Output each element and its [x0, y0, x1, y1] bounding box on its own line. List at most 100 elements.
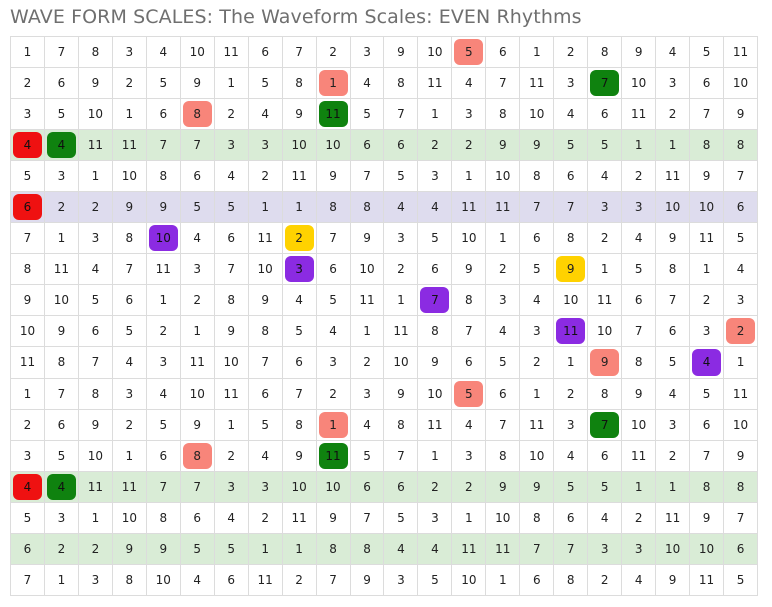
grid-cell: 9 [655, 563, 691, 597]
grid-cell: 2 [485, 253, 521, 286]
grid-row: 4 4 11 11 7 7 3 3 10 10 6 6 2 2 9 9 5 5 1 1 8 8 [10, 129, 758, 162]
grid-cell: 10 [621, 67, 657, 100]
grid-cell: 5 [179, 532, 215, 565]
grid-cell: 1 [281, 191, 317, 224]
grid-cell: 3 [145, 346, 181, 379]
grid-cell: 4 [247, 98, 283, 131]
grid-cell: 1 [213, 408, 249, 441]
grid-cell: 8 [349, 191, 385, 224]
grid-cell: 10 [213, 346, 249, 379]
grid-cell: 10 [519, 98, 555, 131]
grid-cell: 7 [621, 315, 657, 348]
grid-cell: 6 [43, 67, 79, 100]
grid-cell: 6 [315, 253, 351, 286]
grid-cell: 1 [77, 501, 113, 534]
grid-cell: 8 [77, 377, 113, 410]
grid-cell: 2 [111, 408, 147, 441]
grid-cell: 6 [247, 35, 283, 69]
grid-cell: 10 [247, 253, 283, 286]
grid-cell: 11 [689, 563, 725, 597]
grid-cell: 4 [145, 35, 181, 69]
grid-cell: 4 [179, 222, 215, 255]
grid-row: 6 2 2 9 9 5 5 1 1 8 8 4 4 11 11 7 7 3 3 10 10 6 [10, 191, 758, 224]
highlight-chip-salmon: 1 [318, 411, 348, 438]
grid-cell: 4 [587, 501, 623, 534]
grid-cell: 7 [689, 98, 725, 131]
grid-cell: 8 [655, 253, 691, 286]
grid-cell: 11 [43, 253, 79, 286]
grid-cell: 7 [77, 346, 113, 379]
grid-cell: 11 [383, 315, 419, 348]
grid-cell: 4 [553, 439, 589, 472]
grid-cell: 10 [43, 284, 79, 317]
grid-cell: 10 [111, 501, 147, 534]
grid-cell: 8 [689, 470, 725, 503]
grid-cell: 5 [43, 98, 79, 131]
grid-cell: 3 [349, 35, 385, 69]
grid-cell: 9 [315, 160, 351, 193]
grid-cell: 8 [553, 222, 589, 255]
grid-cell: 2 [621, 501, 657, 534]
grid-cell: 10 [553, 284, 589, 317]
grid-cell: 10 [281, 470, 317, 503]
grid-cell: 7 [315, 563, 351, 597]
grid-cell: 1 [587, 253, 623, 286]
grid-cell: 2 [383, 253, 419, 286]
grid-cell: 4 [383, 532, 419, 565]
grid-cell: 9 [417, 346, 453, 379]
grid-cell: 1 [621, 129, 657, 162]
grid-cell: 11 [111, 470, 147, 503]
grid-cell: 4 [587, 160, 623, 193]
grid-cell: 2 [247, 160, 283, 193]
grid-cell: 5 [553, 129, 589, 162]
grid-cell: 9 [111, 532, 147, 565]
grid-cell: 1 [689, 253, 725, 286]
grid-cell: 10 [77, 98, 113, 131]
grid-cell: 7 [383, 439, 419, 472]
grid-cell: 11 [213, 35, 249, 69]
highlight-chip-green: 7 [590, 411, 620, 438]
highlight-chip-purple: 4 [692, 349, 722, 376]
grid-cell: 2 [553, 377, 589, 410]
grid-cell: 11 [111, 129, 147, 162]
grid-cell: 10 [723, 408, 758, 441]
grid-cell: 1 [519, 35, 555, 69]
grid-cell: 10 [145, 563, 181, 597]
grid-cell: 10 [451, 222, 487, 255]
grid-cell: 5 [213, 532, 249, 565]
grid-cell: 4 [689, 346, 725, 379]
grid-cell: 5 [315, 284, 351, 317]
grid-cell: 1 [111, 98, 147, 131]
grid-cell: 5 [10, 501, 45, 534]
highlight-chip-green: 11 [318, 442, 348, 469]
grid-cell: 3 [451, 98, 487, 131]
grid-cell: 5 [111, 315, 147, 348]
highlight-chip-salmon: 8 [182, 442, 212, 469]
grid-cell: 11 [179, 346, 215, 379]
grid-cell: 5 [179, 191, 215, 224]
grid-cell: 11 [723, 377, 758, 410]
grid-cell: 6 [723, 532, 758, 565]
grid-cell: 6 [179, 160, 215, 193]
grid-cell: 10 [315, 470, 351, 503]
grid-cell: 7 [519, 191, 555, 224]
grid-cell: 1 [247, 532, 283, 565]
grid-cell: 2 [587, 222, 623, 255]
grid-cell: 3 [723, 284, 758, 317]
grid-cell: 4 [281, 284, 317, 317]
grid-cell: 2 [723, 315, 758, 348]
grid-cell: 4 [655, 35, 691, 69]
highlight-chip-green: 7 [590, 70, 620, 97]
highlight-chip-salmon: 1 [318, 70, 348, 97]
grid-cell: 4 [621, 563, 657, 597]
grid-cell: 3 [655, 67, 691, 100]
grid-cell: 3 [213, 129, 249, 162]
grid-cell: 5 [587, 470, 623, 503]
grid-cell: 9 [689, 160, 725, 193]
grid-cell: 7 [43, 35, 79, 69]
grid-cell: 9 [77, 408, 113, 441]
grid-cell: 9 [383, 377, 419, 410]
grid-row: 9 10 5 6 1 2 8 9 4 5 11 1 7 8 3 4 10 11 6 7 2 3 [10, 284, 758, 317]
grid-cell: 6 [43, 408, 79, 441]
grid-cell: 1 [43, 222, 79, 255]
